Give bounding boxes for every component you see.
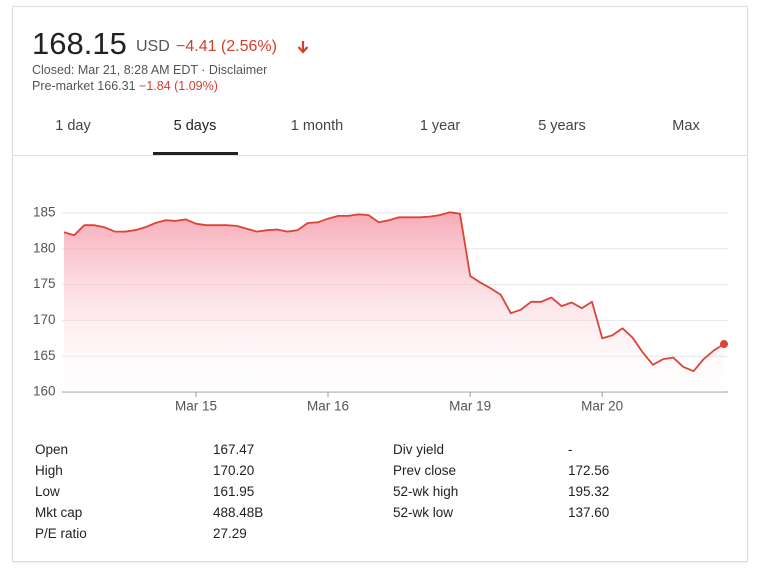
- stat-label: Mkt cap: [35, 505, 83, 520]
- y-tick-label: 175: [33, 276, 56, 291]
- line: [63, 211, 725, 373]
- stat-value: -: [568, 442, 573, 457]
- y-tick-label: 180: [33, 240, 56, 255]
- y-tick-label: 170: [33, 312, 56, 327]
- stat-value: 27.29: [213, 526, 247, 541]
- x-tick-label: Mar 20: [581, 399, 623, 414]
- stat-label: 52-wk low: [393, 505, 454, 520]
- y-tick-label: 185: [33, 205, 56, 220]
- tab[interactable]: 5 days: [173, 118, 217, 134]
- x-tick-label: Mar 19: [449, 399, 491, 414]
- divider: [13, 155, 747, 156]
- stat-value: 170.20: [213, 463, 255, 478]
- premarket-change: −1.84 (1.09%): [139, 79, 218, 93]
- tab[interactable]: 1 day: [55, 118, 91, 134]
- card: [12, 6, 748, 562]
- tab[interactable]: Max: [672, 118, 700, 134]
- stat-label: Open: [35, 442, 69, 457]
- down-arrow: [297, 41, 309, 54]
- stat-value: 195.32: [568, 484, 610, 499]
- tab-indicator: [153, 152, 238, 155]
- end-dot: [720, 340, 728, 349]
- change: −4.41 (2.56%): [176, 38, 277, 55]
- x-tick-label: Mar 15: [175, 399, 217, 414]
- tab[interactable]: 1 year: [419, 118, 461, 134]
- status: Closed: Mar 21, 8:28 AM EDT · Disclaimer: [32, 63, 268, 77]
- stat-label: Prev close: [393, 463, 457, 478]
- y-tick-label: 160: [33, 384, 56, 399]
- stat-label: Div yield: [393, 442, 445, 457]
- currency: USD: [136, 38, 170, 55]
- x-tick-label: Mar 16: [307, 399, 349, 414]
- tab[interactable]: 5 years: [538, 118, 586, 134]
- stat-label: High: [35, 463, 63, 478]
- price: 168.15: [32, 26, 127, 61]
- stat-value: 137.60: [568, 505, 610, 520]
- stat-value: 488.48B: [213, 505, 264, 520]
- stat-value: 167.47: [213, 442, 255, 457]
- stat-label: 52-wk high: [393, 484, 459, 499]
- y-tick-label: 165: [33, 348, 56, 363]
- stat-label: P/E ratio: [35, 526, 87, 541]
- stat-value: 161.95: [213, 484, 255, 499]
- premarket: Pre-market 166.31: [32, 79, 136, 93]
- stat-label: Low: [35, 484, 60, 499]
- tab[interactable]: 1 month: [290, 118, 344, 134]
- area: [64, 212, 724, 392]
- premarket-line: Pre-market 166.31 −1.84 (1.09%): [32, 79, 218, 93]
- stat-value: 172.56: [568, 463, 610, 478]
